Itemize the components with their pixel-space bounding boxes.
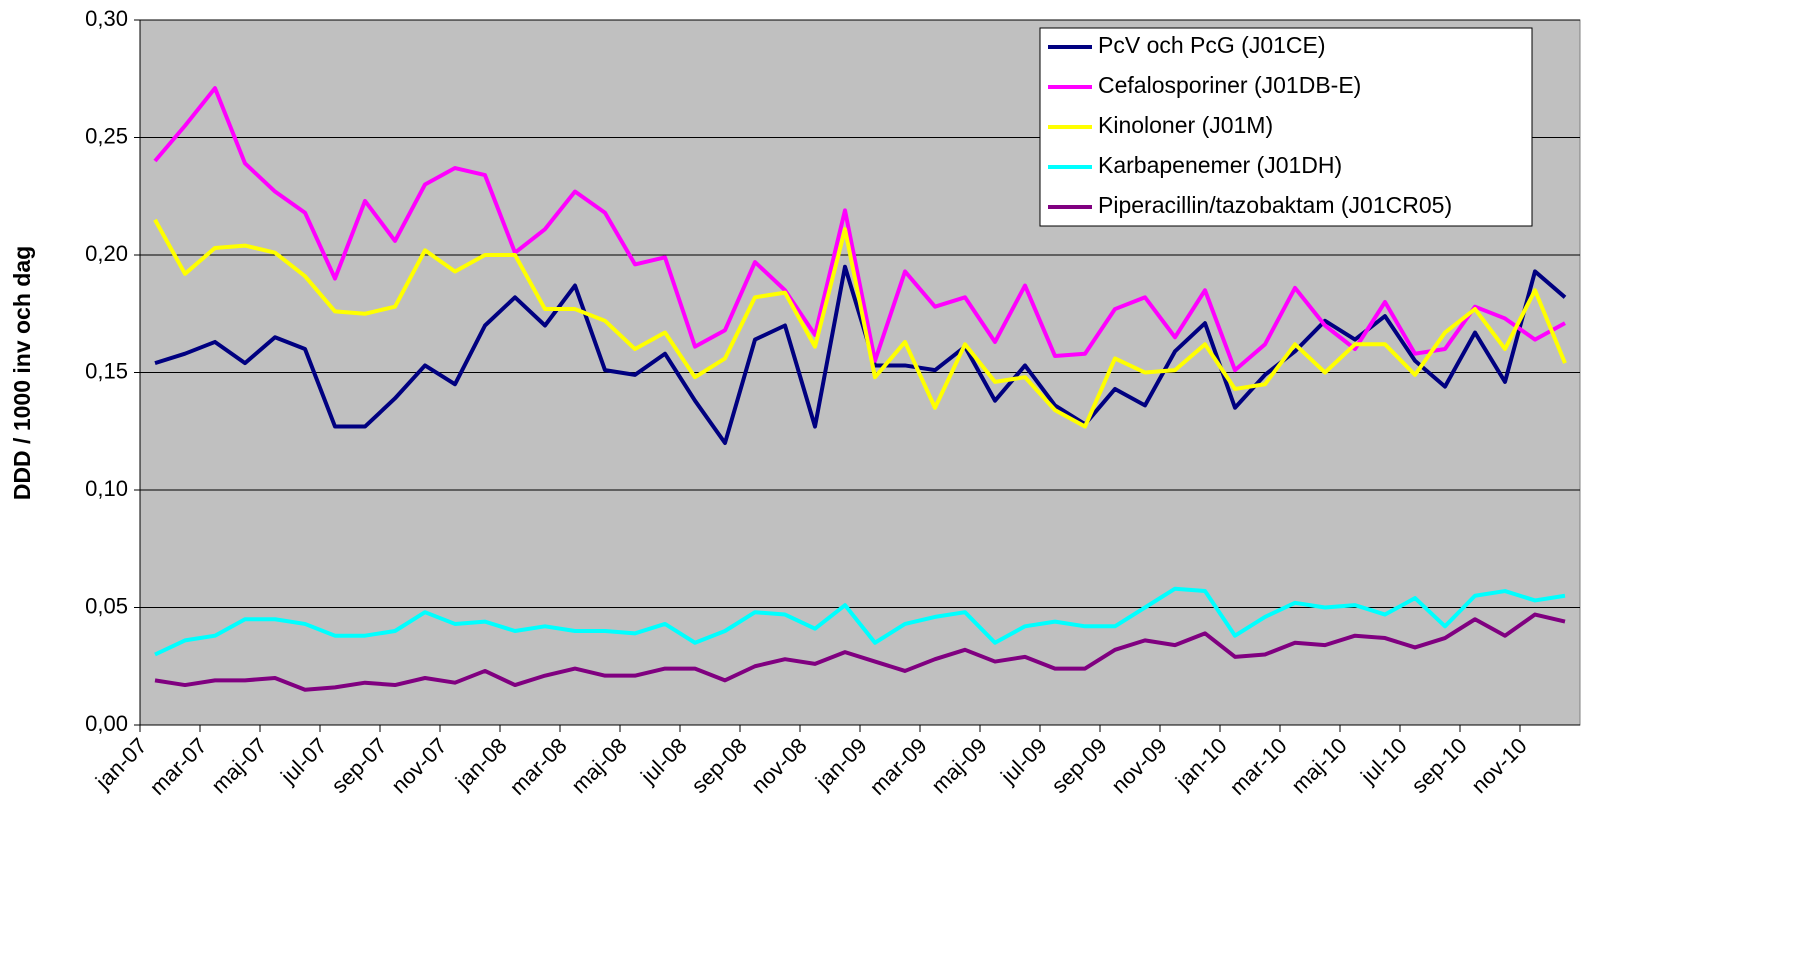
y-tick-label: 0,15 bbox=[85, 358, 128, 383]
x-tick-label: jul-08 bbox=[635, 733, 691, 789]
x-tick-label: sep-07 bbox=[326, 733, 391, 798]
line-series bbox=[154, 586, 1566, 657]
x-tick-label: mar-07 bbox=[145, 733, 212, 800]
x-tick-label: jan-10 bbox=[1170, 733, 1232, 795]
x-tick-label: maj-10 bbox=[1286, 733, 1351, 798]
x-tick-label: sep-10 bbox=[1406, 733, 1471, 798]
x-tick-label: nov-07 bbox=[386, 733, 451, 798]
legend-label: PcV och PcG (J01CE) bbox=[1098, 32, 1326, 58]
legend-label: Piperacillin/tazobaktam (J01CR05) bbox=[1098, 192, 1452, 218]
line-series bbox=[153, 86, 1566, 373]
y-tick-label: 0,30 bbox=[85, 6, 128, 31]
x-tick-label: jul-09 bbox=[995, 733, 1051, 789]
x-tick-label: mar-09 bbox=[865, 733, 932, 800]
x-tick-label: sep-08 bbox=[686, 733, 751, 798]
x-tick-label: mar-08 bbox=[505, 733, 572, 800]
x-tick-label: nov-09 bbox=[1106, 733, 1171, 798]
y-tick-label: 0,05 bbox=[85, 593, 128, 618]
legend-label: Karbapenemer (J01DH) bbox=[1098, 152, 1342, 178]
x-tick-label: jan-09 bbox=[810, 733, 872, 795]
x-tick-label: jul-07 bbox=[275, 733, 331, 789]
x-tick-label: sep-09 bbox=[1046, 733, 1111, 798]
legend-label: Kinoloner (J01M) bbox=[1098, 112, 1273, 138]
x-tick-label: jan-08 bbox=[450, 733, 512, 795]
x-tick-label: maj-07 bbox=[206, 733, 271, 798]
y-tick-label: 0,00 bbox=[85, 711, 128, 736]
x-tick-label: mar-10 bbox=[1225, 733, 1292, 800]
x-tick-label: maj-09 bbox=[926, 733, 991, 798]
x-tick-label: jan-07 bbox=[90, 733, 152, 795]
y-axis-label: DDD / 1000 inv och dag bbox=[9, 246, 35, 500]
y-tick-label: 0,20 bbox=[85, 241, 128, 266]
line-series bbox=[154, 264, 1567, 445]
x-tick-label: nov-08 bbox=[746, 733, 811, 798]
x-tick-label: nov-10 bbox=[1466, 733, 1531, 798]
line-series bbox=[153, 218, 1567, 429]
legend-label: Cefalosporiner (J01DB-E) bbox=[1098, 72, 1361, 98]
line-series bbox=[154, 612, 1566, 692]
x-tick-label: maj-08 bbox=[566, 733, 631, 798]
x-tick-label: jul-10 bbox=[1355, 733, 1411, 789]
legend-box bbox=[1039, 27, 1533, 227]
y-tick-label: 0,25 bbox=[85, 123, 128, 148]
y-tick-label: 0,10 bbox=[85, 476, 128, 501]
